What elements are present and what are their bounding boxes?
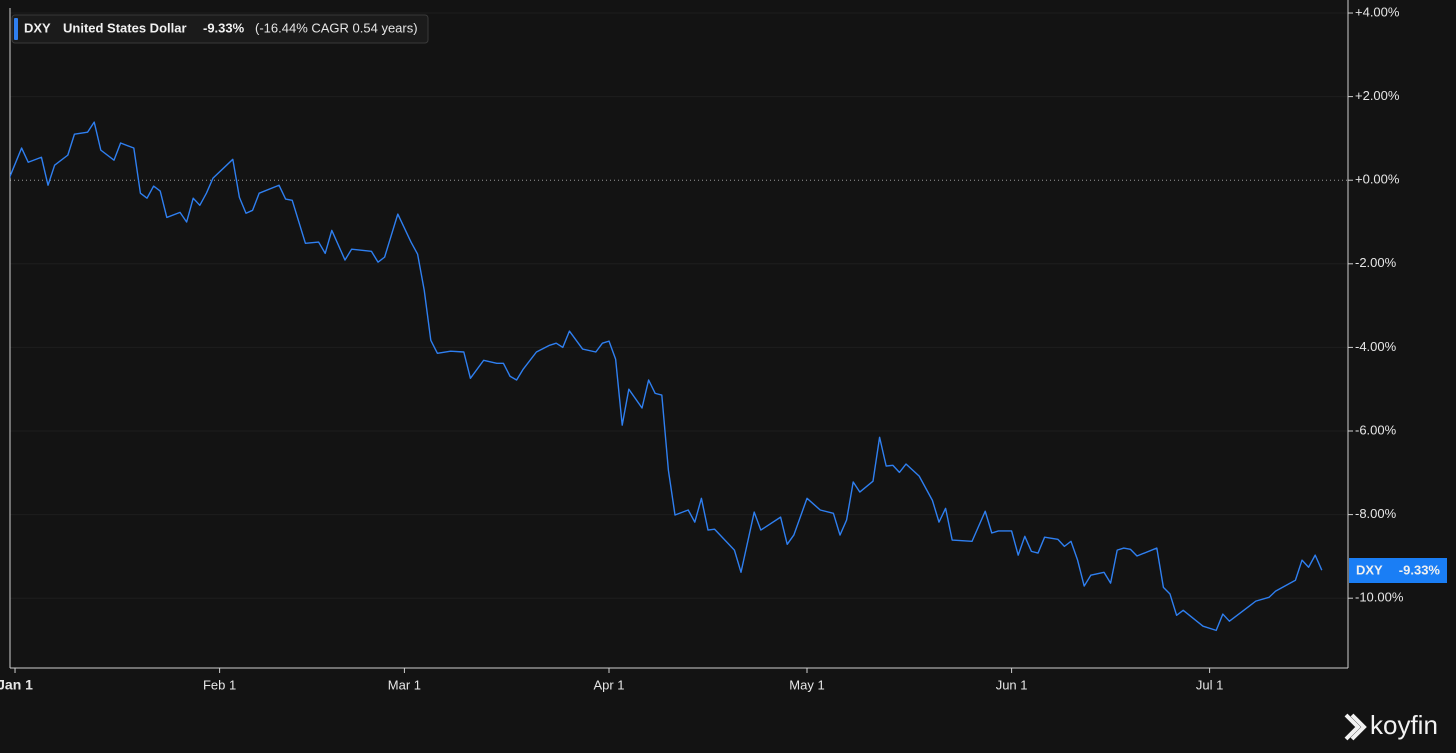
x-tick-label: Mar 1 (388, 677, 421, 692)
x-tick-label: Jul 1 (1196, 677, 1223, 692)
y-tick-label: -8.00% (1355, 506, 1397, 521)
x-tick-label: Feb 1 (203, 677, 236, 692)
legend-swatch (14, 18, 18, 40)
y-tick-label: -2.00% (1355, 255, 1397, 270)
logo-icon (1344, 713, 1367, 741)
y-tick-label: -4.00% (1355, 339, 1397, 354)
y-tick-label: +2.00% (1355, 88, 1400, 103)
x-tick-label: Jun 1 (996, 677, 1028, 692)
legend-cagr: (-16.44% CAGR 0.54 years) (255, 20, 418, 35)
legend: DXY United States Dollar -9.33% (-16.44%… (11, 14, 429, 44)
tag-symbol: DXY (1356, 562, 1383, 577)
tag-box (1349, 558, 1447, 583)
legend-symbol: DXY (24, 20, 51, 35)
y-tick-label: +0.00% (1355, 172, 1400, 187)
y-tick-label: +4.00% (1355, 4, 1400, 19)
legend-name: United States Dollar (63, 20, 187, 35)
y-tick-label: -6.00% (1355, 422, 1397, 437)
line (10, 121, 1323, 632)
logo-text: koyfin (1370, 710, 1438, 740)
x-tick-label: Apr 1 (593, 677, 624, 692)
last-value-tag: DXY -9.33% (1349, 558, 1447, 583)
y-tick-label: -10.00% (1355, 590, 1404, 605)
watermark: koyfin (1344, 710, 1438, 741)
legend-change: -9.33% (203, 20, 245, 35)
x-tick-label: May 1 (789, 677, 824, 692)
legend-box (11, 14, 429, 44)
x-tick-label: Jan 1 (0, 677, 33, 693)
tag-value: -9.33% (1399, 562, 1441, 577)
